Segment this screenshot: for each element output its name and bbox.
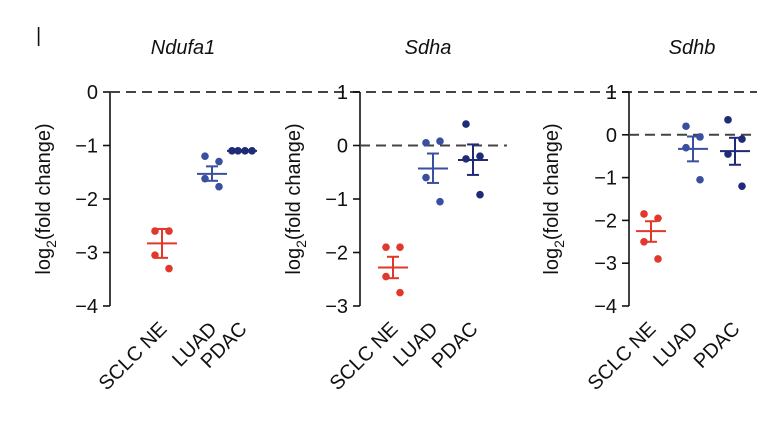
y-tick-label: −1	[325, 189, 348, 211]
series-sclc-ne	[378, 243, 408, 297]
y-tick-label: 0	[87, 82, 98, 104]
y-tick-label: 1	[606, 82, 617, 104]
data-point	[201, 152, 209, 160]
data-point	[724, 150, 732, 158]
data-point	[436, 197, 444, 206]
data-point	[476, 152, 484, 160]
data-point	[682, 122, 690, 131]
data-point	[165, 264, 173, 273]
series-luad	[197, 152, 227, 191]
data-point	[396, 288, 404, 297]
y-tick-label: −3	[594, 253, 617, 275]
series-pdac	[458, 120, 488, 199]
data-point	[228, 147, 236, 155]
y-tick-label: −1	[75, 136, 98, 158]
data-point	[696, 133, 704, 141]
y-tick-label: −4	[594, 296, 617, 318]
y-axis-label: log2(fold change)	[283, 123, 309, 274]
series-sclc-ne	[636, 210, 666, 263]
series-luad	[418, 137, 448, 206]
data-point	[640, 210, 648, 218]
panel-title: Sdha	[405, 37, 452, 59]
data-point	[682, 143, 690, 152]
series-luad	[678, 122, 708, 184]
data-point	[654, 255, 662, 263]
category-label: PDAC	[428, 318, 483, 373]
data-point	[462, 120, 470, 128]
y-tick-label: 0	[606, 125, 617, 147]
y-tick-label: −2	[75, 189, 98, 211]
series-pdac	[720, 116, 750, 190]
data-point	[422, 173, 430, 182]
y-axis-label: log2(fold change)	[541, 123, 567, 274]
data-point	[476, 190, 484, 199]
y-tick-label: −2	[325, 243, 348, 265]
data-point	[382, 272, 390, 281]
series-sclc-ne	[147, 227, 177, 273]
panel-title: Ndufa1	[151, 37, 216, 59]
data-point	[738, 135, 746, 143]
data-point	[201, 174, 209, 183]
data-point	[215, 182, 223, 191]
category-label: PDAC	[690, 318, 745, 373]
panel-marker: |	[36, 25, 41, 47]
data-point	[234, 147, 242, 155]
series-pdac	[227, 147, 257, 155]
panel-title: Sdhb	[669, 37, 716, 59]
data-point	[640, 238, 648, 246]
data-point	[696, 175, 704, 184]
data-point	[241, 147, 249, 155]
y-tick-label: 1	[337, 82, 348, 104]
data-point	[151, 251, 159, 259]
y-tick-label: 0	[337, 136, 348, 158]
data-point	[396, 243, 404, 251]
data-point	[724, 116, 732, 124]
data-point	[422, 139, 430, 147]
y-tick-label: −2	[594, 210, 617, 232]
data-point	[436, 137, 444, 146]
category-label: SCLC NE	[95, 318, 172, 395]
y-tick-label: −3	[325, 296, 348, 318]
data-point	[151, 227, 159, 235]
data-point	[248, 147, 256, 155]
data-point	[165, 227, 173, 235]
data-point	[462, 155, 470, 163]
data-point	[654, 214, 662, 223]
data-point	[215, 157, 223, 166]
data-point	[382, 243, 390, 251]
y-tick-label: −1	[594, 168, 617, 190]
y-axis-label: log2(fold change)	[33, 123, 59, 274]
data-point	[738, 182, 746, 190]
y-tick-label: −3	[75, 243, 98, 265]
y-tick-label: −4	[75, 296, 98, 318]
